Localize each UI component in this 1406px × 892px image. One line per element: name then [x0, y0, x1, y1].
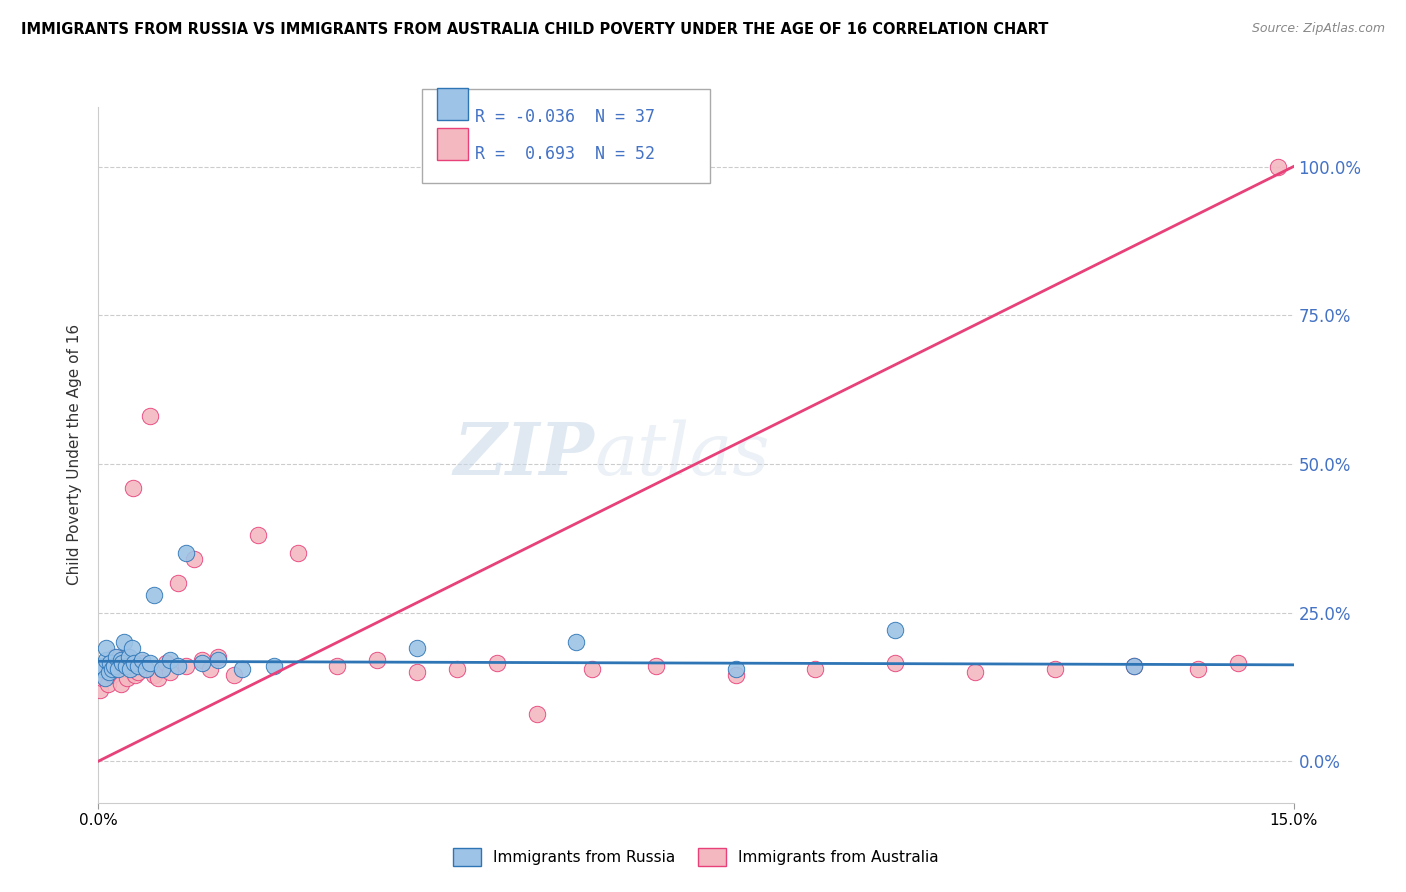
Point [104, 650, 127, 665]
Point [139, 656, 162, 670]
Point [104, 662, 127, 676]
Point [174, 546, 197, 560]
Point [97, 665, 120, 679]
Point [96, 653, 118, 667]
Point [121, 481, 143, 495]
Point [963, 665, 986, 679]
Point [645, 659, 668, 673]
Point [207, 653, 229, 667]
Point [124, 668, 146, 682]
Point [114, 650, 136, 665]
Point [118, 650, 141, 665]
Point [167, 575, 190, 590]
Point [1123, 659, 1146, 673]
Point [246, 528, 269, 542]
Text: atlas: atlas [595, 419, 770, 491]
Point [485, 656, 508, 670]
Point [191, 653, 214, 667]
Point [135, 662, 157, 676]
Point [131, 656, 153, 670]
Point [121, 641, 143, 656]
Point [101, 668, 124, 682]
Point [127, 659, 149, 673]
Point [231, 662, 253, 676]
Point [96, 641, 118, 656]
Point [107, 662, 129, 676]
Point [111, 656, 134, 670]
Point [107, 656, 129, 670]
Point [191, 656, 214, 670]
Point [263, 659, 285, 673]
Point [115, 659, 138, 673]
Point [565, 635, 588, 649]
Point [120, 662, 142, 676]
Point [139, 409, 162, 424]
Point [127, 665, 149, 679]
Point [1226, 656, 1249, 670]
Point [98, 665, 122, 679]
Point [97, 677, 120, 691]
Point [143, 668, 166, 682]
Point [526, 706, 548, 721]
Point [91, 659, 114, 673]
Point [89, 682, 111, 697]
Point [110, 653, 132, 667]
Y-axis label: Child Poverty Under the Age of 16: Child Poverty Under the Age of 16 [67, 325, 83, 585]
Point [1043, 662, 1066, 676]
Point [884, 656, 907, 670]
Point [93, 662, 115, 676]
Text: Source: ZipAtlas.com: Source: ZipAtlas.com [1251, 22, 1385, 36]
Point [287, 546, 309, 560]
Point [91, 671, 114, 685]
Point [111, 662, 134, 676]
Point [98, 656, 122, 670]
Point [159, 653, 181, 667]
Point [884, 624, 907, 638]
Point [1187, 662, 1209, 676]
Text: IMMIGRANTS FROM RUSSIA VS IMMIGRANTS FROM AUSTRALIA CHILD POVERTY UNDER THE AGE : IMMIGRANTS FROM RUSSIA VS IMMIGRANTS FRO… [21, 22, 1049, 37]
Point [174, 659, 197, 673]
Point [581, 662, 603, 676]
Point [724, 662, 747, 676]
Point [143, 588, 166, 602]
Point [724, 668, 747, 682]
Point [135, 662, 157, 676]
Point [198, 662, 221, 676]
Legend: Immigrants from Russia, Immigrants from Australia: Immigrants from Russia, Immigrants from … [447, 842, 945, 871]
Point [150, 662, 173, 676]
Point [131, 653, 153, 667]
Point [103, 659, 125, 673]
Point [94, 671, 117, 685]
Point [101, 662, 124, 676]
Point [155, 656, 177, 670]
Point [124, 656, 146, 670]
Point [326, 659, 349, 673]
Point [96, 659, 118, 673]
Point [222, 668, 245, 682]
Point [406, 641, 429, 656]
Point [406, 665, 429, 679]
Point [167, 659, 190, 673]
Point [150, 662, 173, 676]
Point [103, 650, 125, 665]
Text: R =  0.693  N = 52: R = 0.693 N = 52 [475, 145, 655, 163]
Point [183, 552, 205, 566]
Point [1267, 160, 1289, 174]
Point [1123, 659, 1146, 673]
Point [366, 653, 388, 667]
Text: ZIP: ZIP [454, 419, 595, 491]
Point [159, 665, 181, 679]
Point [804, 662, 827, 676]
Text: R = -0.036  N = 37: R = -0.036 N = 37 [475, 108, 655, 126]
Point [207, 650, 229, 665]
Point [446, 662, 468, 676]
Point [148, 671, 170, 685]
Point [115, 671, 138, 685]
Point [110, 677, 132, 691]
Point [112, 635, 135, 649]
Point [120, 659, 142, 673]
Point [90, 662, 112, 676]
